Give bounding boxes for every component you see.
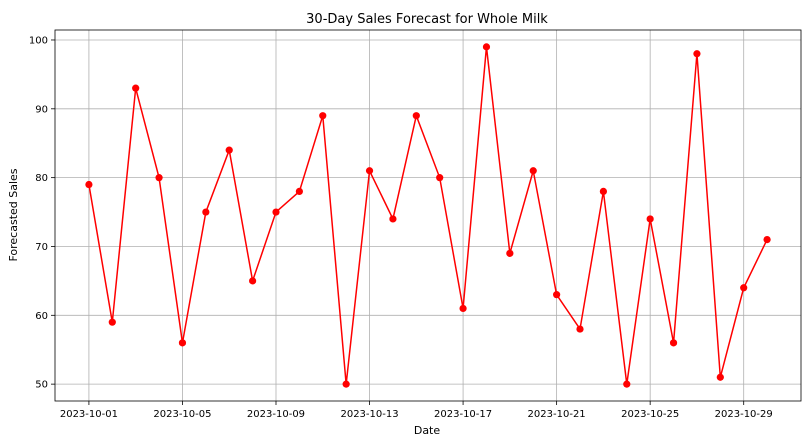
data-point <box>436 174 444 182</box>
data-point <box>389 215 397 223</box>
data-point <box>202 208 210 216</box>
data-point <box>716 373 724 381</box>
data-point <box>272 208 280 216</box>
x-tick-label: 2023-10-01 <box>60 409 118 420</box>
y-tick-label: 90 <box>35 104 48 115</box>
data-point <box>669 339 678 347</box>
chart-title: 30-Day Sales Forecast for Whole Milk <box>306 12 548 27</box>
data-point <box>155 174 163 182</box>
data-point <box>108 318 116 326</box>
series-line <box>88 46 768 385</box>
y-axis-label: Forecasted Sales <box>7 168 20 261</box>
data-point <box>740 284 748 292</box>
data-point <box>599 187 607 196</box>
data-point <box>132 84 140 92</box>
x-tick-label: 2023-10-25 <box>621 409 679 420</box>
plot-frame <box>54 29 802 402</box>
x-tick-label: 2023-10-17 <box>434 409 492 420</box>
series-layer <box>85 43 771 388</box>
y-tick-label: 60 <box>35 311 48 322</box>
x-axis-label: Date <box>414 424 441 437</box>
data-point <box>646 215 654 223</box>
data-point <box>693 50 701 58</box>
y-tick-label: 50 <box>35 380 48 391</box>
data-point <box>178 339 187 347</box>
data-point <box>412 112 420 120</box>
data-point <box>295 187 303 196</box>
data-point <box>506 249 514 257</box>
data-point <box>576 325 584 333</box>
x-tick-label: 2023-10-09 <box>247 409 305 420</box>
data-point <box>459 304 467 313</box>
y-tick-label: 80 <box>35 173 48 184</box>
data-point <box>553 291 561 299</box>
axis-ticks: 2023-10-01 2023-10-05 2023-10-09 2023-10-13… <box>29 35 773 420</box>
data-point <box>225 146 233 154</box>
data-point <box>319 112 327 120</box>
data-point <box>365 167 374 175</box>
data-point <box>529 167 537 175</box>
y-tick-label: 70 <box>35 242 48 253</box>
y-tick-label: 100 <box>29 35 48 46</box>
data-point <box>249 277 257 285</box>
data-point <box>482 43 491 51</box>
data-point <box>763 235 771 244</box>
data-point <box>342 380 350 388</box>
x-tick-label: 2023-10-29 <box>715 409 773 420</box>
data-point <box>623 380 631 388</box>
grid-lines <box>55 30 801 401</box>
x-tick-label: 2023-10-21 <box>528 409 586 420</box>
x-tick-label: 2023-10-13 <box>340 409 398 420</box>
x-tick-label: 2023-10-05 <box>153 409 211 420</box>
data-point <box>85 180 93 189</box>
